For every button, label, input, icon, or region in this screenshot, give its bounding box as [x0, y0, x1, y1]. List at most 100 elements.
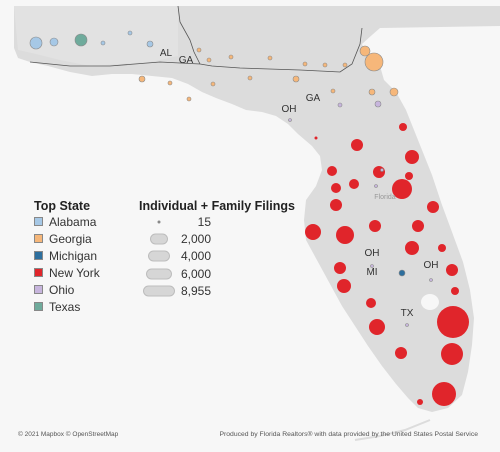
- size-legend-symbol: [157, 220, 161, 224]
- filing-circle-new-york[interactable]: [305, 224, 321, 240]
- size-legend-value: 2,000: [180, 231, 211, 246]
- filing-circle-new-york[interactable]: [405, 172, 413, 180]
- filing-circle-new-york[interactable]: [451, 287, 459, 295]
- size-legend-symbol: [150, 233, 168, 245]
- filing-circle-ohio[interactable]: [374, 184, 378, 188]
- filing-circle-alabama[interactable]: [100, 40, 106, 46]
- filing-circle-ohio[interactable]: [337, 102, 343, 108]
- size-legend-symbol: [146, 268, 172, 280]
- florida-keys: [354, 419, 431, 441]
- filing-circle-georgia[interactable]: [330, 88, 336, 94]
- state-legend-item[interactable]: New York: [34, 264, 100, 281]
- lake-okeechobee: [421, 294, 439, 310]
- filing-circle-new-york[interactable]: [351, 139, 363, 151]
- top-state-legend: Top State Alabama Georgia Michigan New York…: [34, 199, 100, 315]
- filing-circle-ohio[interactable]: [370, 264, 374, 268]
- filing-circle-new-york[interactable]: [349, 179, 359, 189]
- filing-circle-georgia[interactable]: [196, 47, 202, 53]
- state-legend-item[interactable]: Georgia: [34, 230, 100, 247]
- state-legend-label: Texas: [49, 299, 81, 314]
- filing-circle-new-york[interactable]: [392, 179, 412, 199]
- filing-circle-georgia[interactable]: [228, 54, 234, 60]
- map-label: MI: [366, 267, 377, 278]
- filing-circle-georgia[interactable]: [389, 87, 399, 97]
- filing-circle-georgia[interactable]: [359, 45, 371, 57]
- filing-circle-new-york[interactable]: [438, 244, 446, 252]
- filing-circle-new-york[interactable]: [330, 199, 342, 211]
- map-label: Florida: [374, 194, 396, 201]
- filing-circle-georgia[interactable]: [138, 75, 146, 83]
- land-mainland: [14, 6, 500, 412]
- filing-circle-new-york[interactable]: [441, 343, 463, 365]
- filing-circle-new-york[interactable]: [369, 220, 381, 232]
- filing-circle-georgia[interactable]: [368, 88, 376, 96]
- filing-circle-new-york[interactable]: [327, 166, 337, 176]
- filing-circle-texas[interactable]: [74, 33, 88, 47]
- filing-circle-alabama[interactable]: [127, 30, 133, 36]
- map-labels: AL GA GA OH Florida OH MI OH TX: [160, 48, 439, 319]
- filing-circle-georgia[interactable]: [302, 61, 308, 67]
- filing-circle-new-york[interactable]: [412, 220, 424, 232]
- filing-circle-georgia[interactable]: [206, 57, 212, 63]
- state-legend-label: Michigan: [49, 248, 98, 263]
- filing-circle-alabama[interactable]: [146, 40, 154, 48]
- filing-circle-georgia[interactable]: [210, 81, 216, 87]
- map-attribution[interactable]: © 2021 Mapbox © OpenStreetMap: [18, 431, 119, 438]
- filing-circle-georgia[interactable]: [167, 80, 173, 86]
- state-legend-label: Georgia: [49, 231, 92, 246]
- size-legend-item: 15: [139, 213, 299, 230]
- filing-circle-georgia[interactable]: [267, 55, 273, 61]
- map-label: GA: [179, 55, 194, 66]
- filing-circle-new-york[interactable]: [405, 150, 419, 164]
- filings-size-legend-title: Individual + Family Filings: [139, 199, 295, 213]
- filing-circle-new-york[interactable]: [399, 123, 407, 131]
- legend-swatch: [34, 302, 43, 311]
- filing-circle-new-york[interactable]: [369, 319, 385, 335]
- filing-circle-new-york[interactable]: [395, 347, 407, 359]
- filing-circle-ohio[interactable]: [380, 168, 384, 172]
- filing-circle-georgia[interactable]: [364, 52, 384, 72]
- size-legend-item: 2,000: [139, 230, 299, 247]
- top-state-legend-title: Top State: [34, 199, 91, 213]
- filing-circle-ohio[interactable]: [374, 100, 382, 108]
- filing-circle-michigan[interactable]: [398, 269, 406, 277]
- filing-circle-new-york[interactable]: [336, 226, 354, 244]
- filing-circle-new-york[interactable]: [405, 241, 419, 255]
- filing-circle-ohio[interactable]: [405, 323, 409, 327]
- filing-circle-georgia[interactable]: [186, 96, 192, 102]
- filing-circle-ohio[interactable]: [288, 118, 292, 122]
- filing-circle-new-york[interactable]: [314, 136, 318, 140]
- filing-circle-georgia[interactable]: [292, 75, 300, 83]
- state-legend-item[interactable]: Michigan: [34, 247, 100, 264]
- filing-circle-new-york[interactable]: [337, 279, 351, 293]
- filing-circle-new-york[interactable]: [331, 183, 341, 193]
- state-legend-item[interactable]: Texas: [34, 298, 100, 315]
- size-legend-value: 8,955: [180, 283, 211, 298]
- filing-circle-new-york[interactable]: [437, 306, 469, 338]
- map-label: OH: [424, 260, 439, 271]
- state-legend-item[interactable]: Alabama: [34, 213, 100, 230]
- filing-circle-new-york[interactable]: [334, 262, 346, 274]
- filing-circle-new-york[interactable]: [366, 298, 376, 308]
- state-legend-label: New York: [49, 265, 100, 280]
- filing-circle-alabama[interactable]: [29, 36, 43, 50]
- filing-circle-ohio[interactable]: [429, 278, 433, 282]
- filing-circle-georgia[interactable]: [247, 75, 253, 81]
- state-border-al-fl: [29, 61, 201, 67]
- filing-circle-new-york[interactable]: [427, 201, 439, 213]
- filing-circle-new-york[interactable]: [373, 166, 385, 178]
- legend-swatch: [34, 251, 43, 260]
- filing-circle-new-york[interactable]: [432, 382, 456, 406]
- filing-circle-georgia[interactable]: [342, 62, 348, 68]
- filing-circle-georgia[interactable]: [322, 62, 328, 68]
- filing-circle-new-york[interactable]: [446, 264, 458, 276]
- state-legend-item[interactable]: Ohio: [34, 281, 100, 298]
- filings-circles: [29, 30, 469, 406]
- map-label: AL: [160, 48, 173, 59]
- filing-circle-new-york[interactable]: [417, 399, 423, 405]
- land-north: [14, 6, 178, 66]
- state-border-ga-fl: [199, 27, 363, 73]
- data-credit: Produced by Florida Realtors® with data …: [219, 431, 478, 438]
- filing-circle-alabama[interactable]: [49, 37, 59, 47]
